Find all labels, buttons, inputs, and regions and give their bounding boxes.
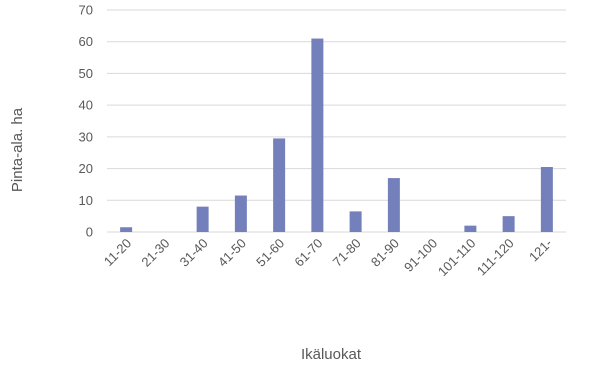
y-tick-label: 40 (79, 98, 93, 113)
y-tick-label: 20 (79, 161, 93, 176)
bar-81-90 (387, 178, 400, 232)
y-axis-ticks: 0 10 20 30 40 50 60 70 (79, 3, 93, 240)
x-tick-label: 41-50 (215, 236, 249, 270)
y-axis-title: Pinta-ala. ha (9, 107, 26, 192)
bar-71-80 (349, 211, 362, 232)
bar-61-70 (311, 38, 324, 232)
bars (120, 38, 553, 232)
x-tick-label: 101-110 (435, 236, 479, 280)
x-tick-label: 71-80 (330, 236, 364, 270)
x-tick-label: 21-30 (138, 236, 172, 270)
x-tick-label: 81-90 (368, 236, 402, 270)
bar-41-50 (234, 195, 247, 232)
x-axis-title: Ikäluokat (301, 346, 362, 363)
x-tick-label: 31-40 (177, 236, 211, 270)
y-tick-label: 50 (79, 66, 93, 81)
gridlines (107, 9, 566, 233)
x-tick-label: 11-20 (101, 236, 134, 269)
bar-11-20 (120, 227, 133, 232)
bar-101-110 (464, 225, 477, 232)
y-tick-label: 70 (79, 3, 93, 18)
x-tick-label: 61-70 (291, 236, 325, 270)
x-axis-ticks: 11-20 21-30 31-40 41-50 51-60 61-70 71-80 81-90… (101, 236, 555, 280)
bar-31-40 (196, 206, 209, 232)
y-tick-label: 0 (86, 225, 93, 240)
bar-111-120 (502, 216, 515, 232)
bar-121- (540, 166, 553, 232)
x-tick-label: 121- (526, 236, 555, 265)
x-tick-label: 111-120 (474, 236, 517, 279)
bar-51-60 (273, 138, 286, 232)
y-tick-label: 30 (79, 129, 93, 144)
x-tick-label: 51-60 (253, 236, 287, 270)
y-tick-label: 10 (79, 193, 93, 208)
y-tick-label: 60 (79, 34, 93, 49)
